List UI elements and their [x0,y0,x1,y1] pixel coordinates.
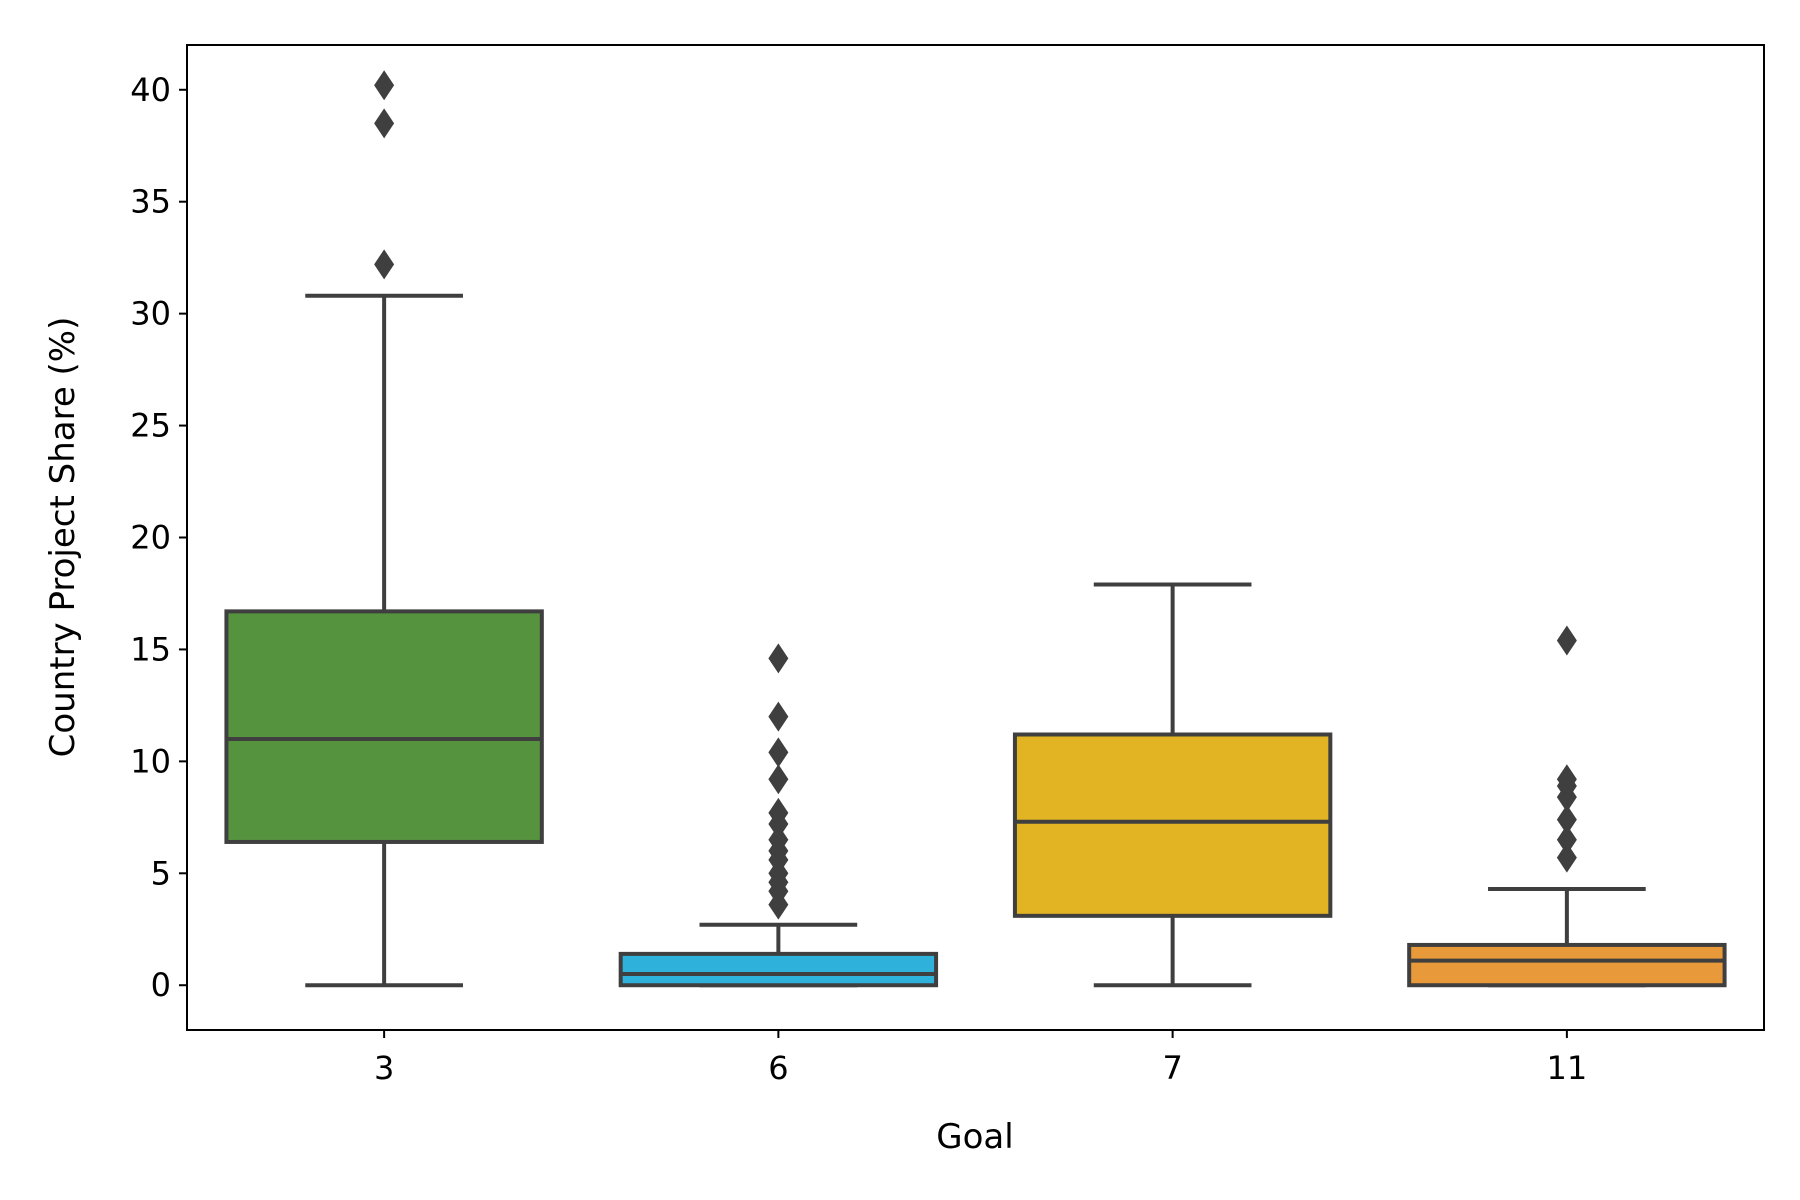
plot-frame [186,44,1765,1031]
y-tick-label: 30 [130,295,171,333]
x-tick-label: 3 [374,1049,394,1087]
box-group-goal-7 [1012,582,1333,988]
outlier-point [768,797,789,828]
outlier-point [768,824,789,855]
iqr-box [618,951,939,988]
box-group-goal-11 [1407,625,1727,988]
outlier-point [1556,804,1577,835]
outlier-point [768,764,789,795]
outlier-point [1556,824,1577,855]
y-axis-label: Country Project Share (%) [43,317,83,758]
x-axis-label: Goal [936,1117,1013,1157]
iqr-box [224,609,544,844]
outlier-point [768,737,789,768]
outlier-point [374,70,395,101]
outlier-point [1556,764,1577,795]
box-group-goal-6 [618,643,939,988]
outlier-point [768,643,789,674]
outlier-point [374,108,395,139]
y-tick-label: 20 [130,519,171,557]
y-tick-label: 25 [130,407,171,445]
y-axis-ticks: 0 5 10 15 20 25 30 35 40 [130,71,187,1004]
outlier-point [374,249,395,280]
plot-area [224,70,1727,988]
x-tick-label: 6 [768,1049,788,1087]
y-tick-label: 35 [130,183,171,221]
y-tick-label: 5 [151,854,171,892]
y-tick-label: 40 [130,71,171,109]
x-tick-label: 7 [1162,1049,1182,1087]
iqr-box [1407,942,1727,988]
y-tick-label: 0 [151,966,171,1004]
x-axis-ticks: 3 6 7 11 [374,1030,1587,1087]
box-group-goal-3 [224,70,544,988]
iqr-box [1012,732,1333,918]
x-tick-label: 11 [1547,1049,1588,1087]
y-tick-label: 15 [130,630,171,668]
outlier-point [1556,625,1577,656]
outlier-point [768,701,789,732]
outlier-point [1556,842,1577,873]
y-tick-label: 10 [130,742,171,780]
